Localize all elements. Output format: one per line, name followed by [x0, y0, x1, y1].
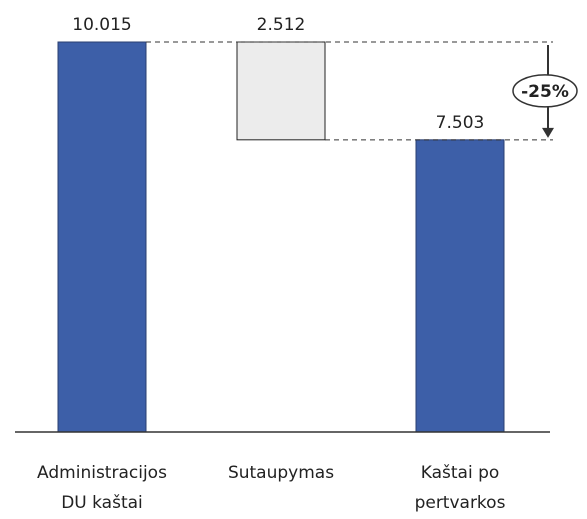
annotation: -25% [521, 82, 569, 102]
x-tick-label: Kaštai po pertvarkos [414, 463, 506, 513]
arrow-head [542, 127, 554, 138]
value-label: 10.015 [72, 15, 131, 35]
annotation-bubble [512, 74, 578, 108]
value-label: 7.503 [436, 113, 485, 133]
x-tick-label: Sutaupymas [227, 463, 335, 483]
x-tick-label: Administracijos DU kaštai [37, 463, 167, 513]
bar [236, 41, 326, 141]
bar [415, 139, 505, 433]
bar [57, 41, 147, 433]
value-label: 2.512 [257, 15, 306, 35]
